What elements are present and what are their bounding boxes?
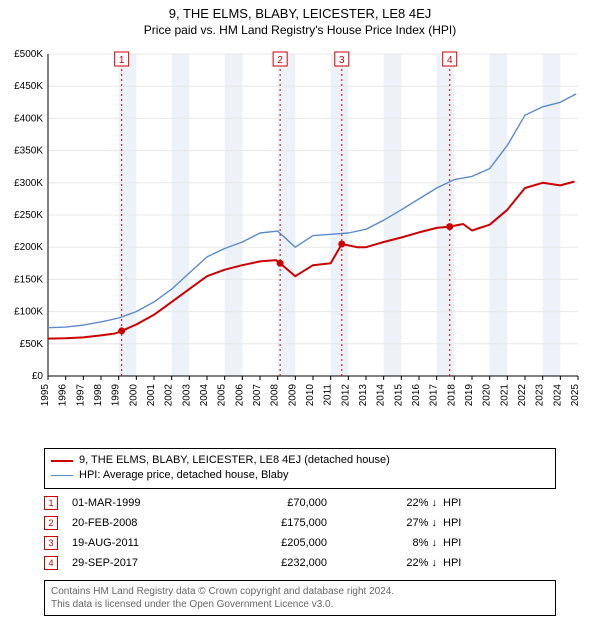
legend-label: HPI: Average price, detached house, Blab… <box>79 468 289 483</box>
svg-text:2016: 2016 <box>411 384 422 407</box>
svg-text:2013: 2013 <box>358 384 369 407</box>
svg-text:2002: 2002 <box>164 384 175 407</box>
svg-text:1: 1 <box>119 55 125 66</box>
svg-text:£50K: £50K <box>20 339 44 350</box>
svg-text:2004: 2004 <box>199 384 210 407</box>
legend-label: 9, THE ELMS, BLABY, LEICESTER, LE8 4EJ (… <box>79 453 390 468</box>
legend-row: HPI: Average price, detached house, Blab… <box>51 468 549 483</box>
svg-text:2006: 2006 <box>234 384 245 407</box>
sale-row: 1 01-MAR-1999£70,00022% ↓HPI <box>44 493 556 513</box>
svg-text:2007: 2007 <box>252 384 263 407</box>
svg-text:2010: 2010 <box>305 384 316 407</box>
svg-text:£400K: £400K <box>14 113 43 124</box>
svg-text:£100K: £100K <box>14 307 43 318</box>
svg-text:£150K: £150K <box>14 274 43 285</box>
svg-text:1998: 1998 <box>93 384 104 407</box>
svg-text:2011: 2011 <box>323 384 334 406</box>
sales-table: 101-MAR-1999£70,00022% ↓HPI220-FEB-2008£… <box>44 493 556 573</box>
svg-text:2: 2 <box>277 55 283 66</box>
sale-marker-box: 1 <box>44 496 58 510</box>
svg-text:£250K: £250K <box>14 210 43 221</box>
sale-price: £232,000 <box>217 557 357 569</box>
price-chart: £0 £50K £100K £150K £200K £250K £300K £350K £400… <box>0 44 600 434</box>
sale-row: 2 20-FEB-2008£175,00027% ↓HPI <box>44 513 556 533</box>
svg-text:2025: 2025 <box>570 384 581 407</box>
svg-text:1995: 1995 <box>40 384 51 407</box>
sale-date: 01-MAR-1999 <box>72 497 217 509</box>
svg-text:£0: £0 <box>32 371 44 382</box>
sale-pct: 22% ↓ <box>357 557 437 569</box>
legend-swatch <box>51 475 73 476</box>
sale-vs-label: HPI <box>437 517 461 529</box>
sale-price: £205,000 <box>217 537 357 549</box>
legend-swatch <box>51 460 73 462</box>
sale-pct: 8% ↓ <box>357 537 437 549</box>
sale-price: £175,000 <box>217 517 357 529</box>
svg-text:2015: 2015 <box>393 384 404 407</box>
svg-text:£300K: £300K <box>14 178 43 189</box>
sale-vs-label: HPI <box>437 557 461 569</box>
sale-pct: 22% ↓ <box>357 497 437 509</box>
legend: 9, THE ELMS, BLABY, LEICESTER, LE8 4EJ (… <box>44 448 556 489</box>
svg-text:1996: 1996 <box>58 384 69 407</box>
sale-pct: 27% ↓ <box>357 517 437 529</box>
sale-date: 29-SEP-2017 <box>72 557 217 569</box>
svg-text:2024: 2024 <box>552 384 563 407</box>
svg-text:2009: 2009 <box>287 384 298 407</box>
svg-text:2023: 2023 <box>535 384 546 407</box>
svg-text:3: 3 <box>339 55 345 66</box>
svg-text:4: 4 <box>447 55 453 66</box>
svg-text:2014: 2014 <box>376 384 387 407</box>
svg-text:2020: 2020 <box>482 384 493 407</box>
svg-text:1997: 1997 <box>75 384 86 407</box>
svg-text:2003: 2003 <box>181 384 192 407</box>
footer-line-2: This data is licensed under the Open Gov… <box>51 598 549 611</box>
svg-text:2021: 2021 <box>499 384 510 407</box>
sale-date: 19-AUG-2011 <box>72 537 217 549</box>
svg-text:2008: 2008 <box>270 384 281 407</box>
svg-text:2022: 2022 <box>517 384 528 407</box>
page-title: 9, THE ELMS, BLABY, LEICESTER, LE8 4EJ <box>0 0 600 21</box>
svg-text:2005: 2005 <box>217 384 228 407</box>
svg-text:2012: 2012 <box>340 384 351 407</box>
sale-vs-label: HPI <box>437 537 461 549</box>
svg-text:£200K: £200K <box>14 242 43 253</box>
sale-date: 20-FEB-2008 <box>72 517 217 529</box>
svg-text:£350K: £350K <box>14 146 43 157</box>
svg-text:£500K: £500K <box>14 49 43 60</box>
chart-page: { "title": "9, THE ELMS, BLABY, LEICESTE… <box>0 0 600 620</box>
sale-price: £70,000 <box>217 497 357 509</box>
svg-text:£450K: £450K <box>14 81 43 92</box>
svg-text:2017: 2017 <box>429 384 440 407</box>
svg-text:2018: 2018 <box>446 384 457 407</box>
footer-line-1: Contains HM Land Registry data © Crown c… <box>51 585 549 598</box>
svg-text:2000: 2000 <box>128 384 139 407</box>
svg-text:1999: 1999 <box>111 384 122 407</box>
sale-vs-label: HPI <box>437 497 461 509</box>
sale-marker-box: 3 <box>44 536 58 550</box>
sale-row: 3 19-AUG-2011£205,0008% ↓HPI <box>44 533 556 553</box>
svg-text:2001: 2001 <box>146 384 157 407</box>
sale-marker-box: 4 <box>44 556 58 570</box>
sale-marker-box: 2 <box>44 516 58 530</box>
svg-text:2019: 2019 <box>464 384 475 407</box>
footer-attribution: Contains HM Land Registry data © Crown c… <box>44 580 556 616</box>
sale-row: 4 29-SEP-2017£232,00022% ↓HPI <box>44 553 556 573</box>
page-subtitle: Price paid vs. HM Land Registry's House … <box>0 21 600 41</box>
legend-row: 9, THE ELMS, BLABY, LEICESTER, LE8 4EJ (… <box>51 453 549 468</box>
